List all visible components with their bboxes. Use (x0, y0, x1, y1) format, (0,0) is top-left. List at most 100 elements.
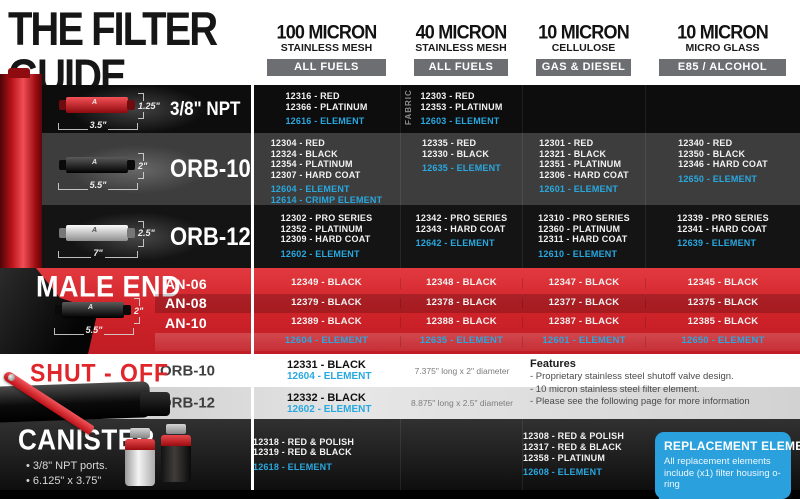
element-part-number: 12642 - ELEMENT (415, 238, 495, 249)
part-number: 12358 - PLATINUM (523, 452, 606, 463)
filter-end-cap (59, 227, 67, 238)
page-title: THE FILTER GUIDE (8, 3, 218, 103)
height-dimension: 2" (134, 305, 144, 316)
part-cell: 12339 - PRO SERIES 12341 - HARD COAT 12639… (645, 205, 800, 268)
part-number: 12349 - BLACK (291, 277, 362, 289)
part-number: 12317 - RED & BLACK (523, 441, 622, 452)
element-number-group: 12603 - ELEMENT (420, 116, 502, 127)
part-number-group: 12335 - RED 12330 - BLACK 12635 - ELEMENT (422, 133, 501, 206)
part-cell: 12347 - BLACK (522, 277, 645, 290)
element-part-number: 12603 - ELEMENT (420, 116, 500, 127)
part-number-group: 12301 - RED 12321 - BLACK 12351 - PLATINUM… (539, 133, 629, 206)
an-size-label: AN-06 (165, 275, 207, 292)
part-number-group: 12331 - BLACK 12604 - ELEMENT (253, 354, 400, 387)
column-media-label: MICRO GLASS (685, 42, 760, 54)
brand-logo-icon: A (92, 99, 98, 106)
part-number: 12366 - PLATINUM (285, 101, 368, 112)
column-micron-label: 40 MICRON (415, 20, 508, 43)
height-dimension-bracket: 1.25" (138, 93, 160, 119)
part-number-group: 12340 - RED 12350 - BLACK 12346 - HARD COA… (678, 133, 768, 206)
width-dimension-bracket: 3.5" (58, 120, 138, 130)
element-number-group: 12618 - ELEMENT (253, 462, 400, 473)
part-number: 12345 - BLACK (687, 277, 759, 289)
part-number: 12331 - BLACK (287, 359, 366, 371)
part-number: 12332 - BLACK (287, 391, 366, 404)
male-end-title: MALE END (36, 270, 181, 303)
part-cell: 12389 - BLACK (253, 317, 400, 328)
part-cell: 12310 - PRO SERIES 12360 - PLATINUM 12311 … (522, 205, 645, 268)
part-number: 12308 - RED & POLISH (523, 431, 625, 442)
width-dimension: 7" (93, 247, 103, 258)
canister-body (161, 446, 191, 482)
filter-end-cap (55, 305, 63, 315)
features-block: Features - Proprietary stainless steel s… (530, 358, 794, 409)
part-number: 12309 - HARD COAT (280, 234, 371, 245)
part-number-group: 12318 - RED & POLISH 12319 - RED & BLACK 1… (253, 437, 400, 473)
part-number-group: 12316 - RED 12366 - PLATINUM 12616 - ELEME… (285, 85, 367, 133)
filter-end-cap (127, 160, 135, 171)
part-number-group: 12304 - RED 12324 - BLACK 12354 - PLATINUM… (271, 133, 383, 206)
part-number: 12319 - RED & BLACK (253, 447, 352, 458)
element-part-number: 12604 - ELEMENT (270, 184, 350, 195)
element-part-number: 12650 - ELEMENT (681, 335, 765, 347)
polished-canister-product-photo (125, 428, 155, 486)
an-size-label: AN-08 (165, 295, 207, 312)
part-cell: 12375 - BLACK (645, 297, 800, 309)
part-number: 12354 - PLATINUM (270, 159, 353, 170)
part-number: 12310 - PRO SERIES (538, 213, 630, 223)
part-number: 12360 - PLATINUM (538, 223, 621, 234)
female-end-row: A 1.25" 3.5" 3/8" NPT 12316 - RED 12366 - PLA… (0, 85, 800, 133)
part-number: 12304 - RED (270, 138, 325, 148)
dimensions-note: 7.375" long x 2" diameter (414, 365, 510, 376)
part-number: 12347 - BLACK (548, 277, 620, 289)
red-filter-product-photo (0, 68, 42, 268)
part-number-group: 12342 - PRO SERIES 12343 - HARD COAT 12642… (416, 205, 508, 268)
part-cell: 12316 - RED 12366 - PLATINUM 12616 - ELEME… (253, 85, 400, 133)
dimensions-note: 8.875" long x 2.5" diameter (411, 398, 513, 408)
element-number-group: 12602 - ELEMENT (281, 249, 373, 260)
row-label: ORB-12 (170, 221, 251, 251)
column-media-label: STAINLESS MESH (415, 42, 507, 54)
column-header-2: 40 MICRON STAINLESS MESH ALL FUELS (400, 0, 522, 118)
fuel-type-badge: E85 / ALCOHOL (659, 58, 786, 76)
element-number-group: 12601 - ELEMENT (539, 184, 629, 195)
part-number: 12353 - PLATINUM (420, 101, 503, 112)
row-label-cell: A 2" 5.5" ORB-10 (42, 133, 253, 206)
part-number: 12351 - PLATINUM (539, 159, 622, 170)
element-part-number: 12635 - ELEMENT (419, 335, 504, 347)
height-dimension: 2.5" (138, 228, 155, 238)
part-cell: 12601 - ELEMENT (522, 336, 645, 347)
part-number-group: 12308 - RED & POLISH 12317 - RED & BLACK 1… (523, 431, 646, 477)
row-label: 3/8" NPT (170, 97, 241, 120)
feature-item: - Proprietary stainless steel shutoff va… (530, 371, 734, 382)
part-number: 12350 - BLACK (678, 148, 746, 159)
part-number: 12311 - HARD COAT (538, 234, 628, 245)
element-part-number: 12602 - ELEMENT (280, 248, 360, 259)
part-number: 12378 - BLACK (426, 296, 497, 308)
part-number: 12385 - BLACK (687, 316, 759, 328)
part-number: 12388 - BLACK (426, 316, 497, 328)
part-number-group: 12302 - PRO SERIES 12352 - PLATINUM 12309 … (281, 205, 373, 268)
width-dimension-bracket: 5.5" (54, 325, 134, 335)
part-cell (400, 419, 523, 490)
column-media-label: STAINLESS MESH (280, 42, 373, 54)
part-cell: 12379 - BLACK (253, 297, 400, 309)
row-label: ORB-12 (160, 394, 216, 412)
height-dimension-bracket: 2.5" (138, 220, 160, 247)
part-cell: 12340 - RED 12350 - BLACK 12346 - HARD COA… (645, 133, 800, 206)
canister-section: CANISTER • 3/8" NPT ports. • 6.125" x 3.7… (0, 419, 800, 499)
part-cell: 12302 - PRO SERIES 12352 - PLATINUM 12309 … (253, 205, 400, 268)
filter-illustration: A 1.25" 3.5" (56, 89, 160, 130)
part-cell: 12348 - BLACK (400, 278, 522, 290)
canister-cap (125, 439, 155, 450)
replacement-elements-callout: REPLACEMENT ELEMENTS All replacement ele… (655, 432, 800, 499)
fuel-type-badge: GAS & DIESEL (536, 58, 631, 76)
part-number: 12339 - PRO SERIES (677, 213, 769, 223)
feature-item: - 10 micron stainless steel filter eleme… (530, 383, 700, 395)
element-number-group: 12604 - ELEMENT 12614 - CRIMP ELEMENT (271, 184, 383, 205)
part-number: 12321 - BLACK (539, 148, 607, 159)
part-number: 12343 - HARD COAT (415, 223, 506, 234)
part-number: 12389 - BLACK (291, 316, 362, 328)
fuel-type-badge: ALL FUELS (414, 58, 508, 76)
part-cell: 12635 - ELEMENT (400, 336, 522, 347)
